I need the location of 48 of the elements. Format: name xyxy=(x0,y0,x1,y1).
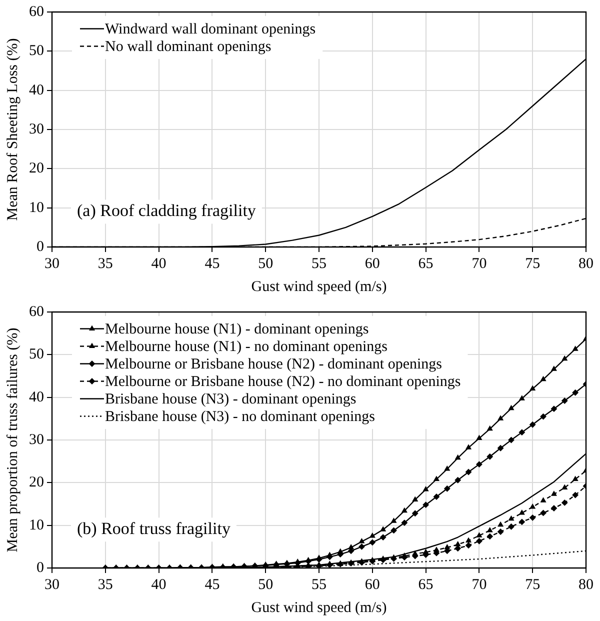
y-tick-label: 60 xyxy=(29,304,44,320)
y-tick-label: 10 xyxy=(29,517,44,534)
annotation: (a) Roof cladding fragility xyxy=(77,201,256,220)
y-tick-label: 20 xyxy=(29,474,44,491)
y-tick-label: 40 xyxy=(29,389,44,406)
x-tick-label: 35 xyxy=(98,576,113,593)
x-tick-label: 80 xyxy=(578,576,594,593)
y-axis-title: Mean proportion of truss failures (%) xyxy=(4,328,21,552)
x-tick-label: 40 xyxy=(151,256,166,272)
legend-label: Brisbane house (N3) - no dominant openings xyxy=(105,409,376,426)
x-tick-label: 60 xyxy=(364,576,380,593)
y-tick-label: 50 xyxy=(29,346,44,363)
legend-label: Melbourne house (N1) - dominant openings xyxy=(105,322,369,338)
y-tick-label: 60 xyxy=(29,4,44,20)
x-tick-label: 55 xyxy=(312,256,326,272)
legend-label: Windward wall dominant openings xyxy=(105,22,316,38)
y-tick-label: 50 xyxy=(29,43,44,60)
x-tick-label: 50 xyxy=(258,256,274,272)
x-tick-label: 75 xyxy=(525,576,540,593)
x-tick-label: 80 xyxy=(578,256,594,272)
x-tick-label: 45 xyxy=(204,256,220,272)
x-tick-label: 50 xyxy=(258,576,274,593)
y-axis-title: Mean Roof Sheeting Loss (%) xyxy=(4,38,21,221)
x-tick-label: 75 xyxy=(525,256,540,272)
y-tick-label: 40 xyxy=(29,82,44,98)
x-axis-title: Gust wind speed (m/s) xyxy=(251,600,387,616)
y-tick-label: 10 xyxy=(29,200,44,216)
legend-label: Melbourne or Brisbane house (N2) - dominant openings xyxy=(105,356,442,373)
legend-label: Melbourne house (N1) - no dominant openings xyxy=(105,339,388,356)
y-tick-label: 20 xyxy=(29,160,44,177)
x-tick-label: 35 xyxy=(98,256,113,272)
x-tick-label: 65 xyxy=(418,256,434,272)
legend-label: Brisbane house (N3) - dominant openings xyxy=(105,392,356,408)
x-tick-label: 70 xyxy=(472,576,487,593)
y-tick-label: 0 xyxy=(36,238,44,255)
legend-label: Melbourne or Brisbane house (N2) - no dominant openings xyxy=(105,374,461,390)
x-axis-title: Gust wind speed (m/s) xyxy=(251,278,387,295)
y-tick-label: 0 xyxy=(36,560,44,576)
x-tick-label: 65 xyxy=(418,576,434,593)
x-tick-label: 60 xyxy=(364,256,380,272)
y-tick-label: 30 xyxy=(29,121,44,138)
x-tick-label: 70 xyxy=(472,256,487,272)
x-tick-label: 40 xyxy=(151,576,166,593)
annotation: (b) Roof truss fragility xyxy=(77,519,231,538)
x-tick-label: 45 xyxy=(204,576,220,593)
y-tick-label: 30 xyxy=(29,432,44,448)
legend-label: No wall dominant openings xyxy=(105,39,272,56)
x-tick-label: 55 xyxy=(312,576,326,593)
